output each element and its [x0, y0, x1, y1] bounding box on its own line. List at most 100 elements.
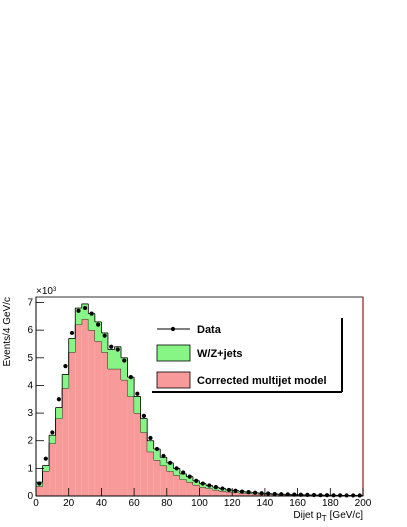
data-point	[161, 453, 166, 459]
histogram-bar	[81, 319, 89, 496]
data-point	[174, 466, 179, 471]
data-point	[122, 358, 127, 363]
histogram-bar	[134, 396, 141, 414]
histogram-bar	[94, 321, 102, 342]
y-multiplier: ×103	[36, 286, 57, 297]
histogram-bar	[153, 460, 161, 496]
histogram-bar	[153, 449, 161, 461]
histogram-bar	[114, 346, 122, 369]
data-point	[43, 456, 48, 461]
histogram-bar	[121, 379, 128, 496]
data-point	[37, 481, 42, 486]
data-point	[63, 363, 68, 369]
histogram-bar	[68, 352, 76, 496]
histogram-bar	[101, 332, 108, 353]
histogram-bar	[186, 482, 193, 496]
legend-swatch	[156, 344, 191, 362]
histogram-bar	[36, 486, 43, 496]
x-tick-label: 40	[96, 498, 108, 509]
data-point	[115, 347, 120, 352]
histogram-bar	[75, 324, 82, 496]
x-tick-label: 100	[191, 498, 208, 509]
data-point	[50, 430, 55, 435]
data-point	[102, 333, 107, 338]
x-tick-label: 0	[33, 498, 39, 509]
histogram-bar	[147, 451, 154, 496]
histogram-bar	[206, 488, 213, 496]
x-tick-label: 120	[224, 498, 241, 509]
histogram-bar	[55, 418, 63, 496]
data-point	[181, 470, 186, 475]
data-point	[194, 478, 199, 483]
x-tick-label: 200	[355, 498, 372, 509]
legend-data-marker	[170, 326, 176, 332]
y-tick-label: 4	[27, 380, 33, 391]
histogram-bar	[147, 440, 154, 452]
data-point	[167, 460, 173, 465]
data-point	[324, 493, 330, 498]
x-tick-label: 160	[289, 498, 306, 509]
data-point	[187, 474, 192, 479]
histogram-bar	[160, 465, 167, 496]
data-point	[233, 488, 238, 493]
histogram-bar	[232, 492, 239, 496]
histogram-bar	[107, 368, 115, 496]
x-tick-label: 60	[129, 498, 141, 509]
x-axis-title: Dijet pT [GeV/c]	[293, 510, 363, 523]
histogram-bar	[114, 368, 122, 496]
histogram-bar	[251, 493, 259, 496]
data-point	[141, 413, 147, 418]
histogram-bar	[160, 457, 167, 466]
data-point	[252, 490, 258, 495]
histogram-bar	[166, 462, 174, 472]
x-axis-title-unit: [GeV/c]	[330, 510, 364, 521]
y-tick-label: 1	[27, 463, 33, 474]
histogram-bar	[75, 308, 82, 325]
histogram-bar	[199, 487, 207, 496]
histogram-bar	[186, 476, 193, 483]
y-tick-label: 0	[27, 491, 33, 502]
y-multiplier-base: ×10	[36, 286, 53, 297]
histogram-bar	[219, 491, 226, 496]
data-point	[318, 493, 323, 498]
histogram-bar	[81, 303, 89, 320]
data-point	[266, 491, 271, 496]
data-point	[344, 493, 349, 498]
histogram-bar	[173, 475, 180, 496]
data-point	[128, 375, 133, 380]
histogram-bar	[49, 435, 56, 444]
data-point	[89, 311, 94, 316]
histogram-bar	[62, 388, 69, 496]
data-point	[351, 493, 356, 498]
legend-swatch	[156, 371, 191, 389]
y-tick-label: 5	[27, 353, 33, 364]
y-tick-label: 3	[27, 408, 33, 419]
y-tick-label: 6	[27, 325, 33, 336]
y-axis-title: Events/4 GeV/c	[2, 297, 13, 366]
histogram-bar	[212, 489, 220, 496]
histogram-bar	[140, 418, 148, 433]
histogram-bar	[88, 313, 95, 331]
legend-label: Data	[197, 324, 222, 336]
histogram-bar	[42, 471, 50, 496]
y-multiplier-exp: 3	[53, 287, 57, 293]
histogram-bar	[166, 471, 174, 496]
histogram-bar	[134, 413, 141, 496]
x-axis-title-sub: T	[322, 514, 327, 523]
histogram-bar	[245, 493, 252, 496]
histogram-bar	[173, 468, 180, 476]
data-point	[239, 489, 245, 494]
data-point	[207, 483, 212, 488]
data-point	[109, 344, 114, 349]
y-tick-label: 7	[27, 298, 33, 309]
data-point	[82, 305, 88, 311]
histogram-bar	[192, 484, 200, 496]
histogram-bar	[238, 492, 246, 496]
histogram-bar	[101, 352, 108, 496]
data-point	[246, 490, 251, 495]
data-point	[69, 330, 75, 336]
histogram-bar	[225, 491, 233, 496]
data-point	[213, 485, 218, 490]
histogram-bar	[179, 479, 187, 496]
x-axis-title-main: Dijet p	[293, 510, 322, 521]
